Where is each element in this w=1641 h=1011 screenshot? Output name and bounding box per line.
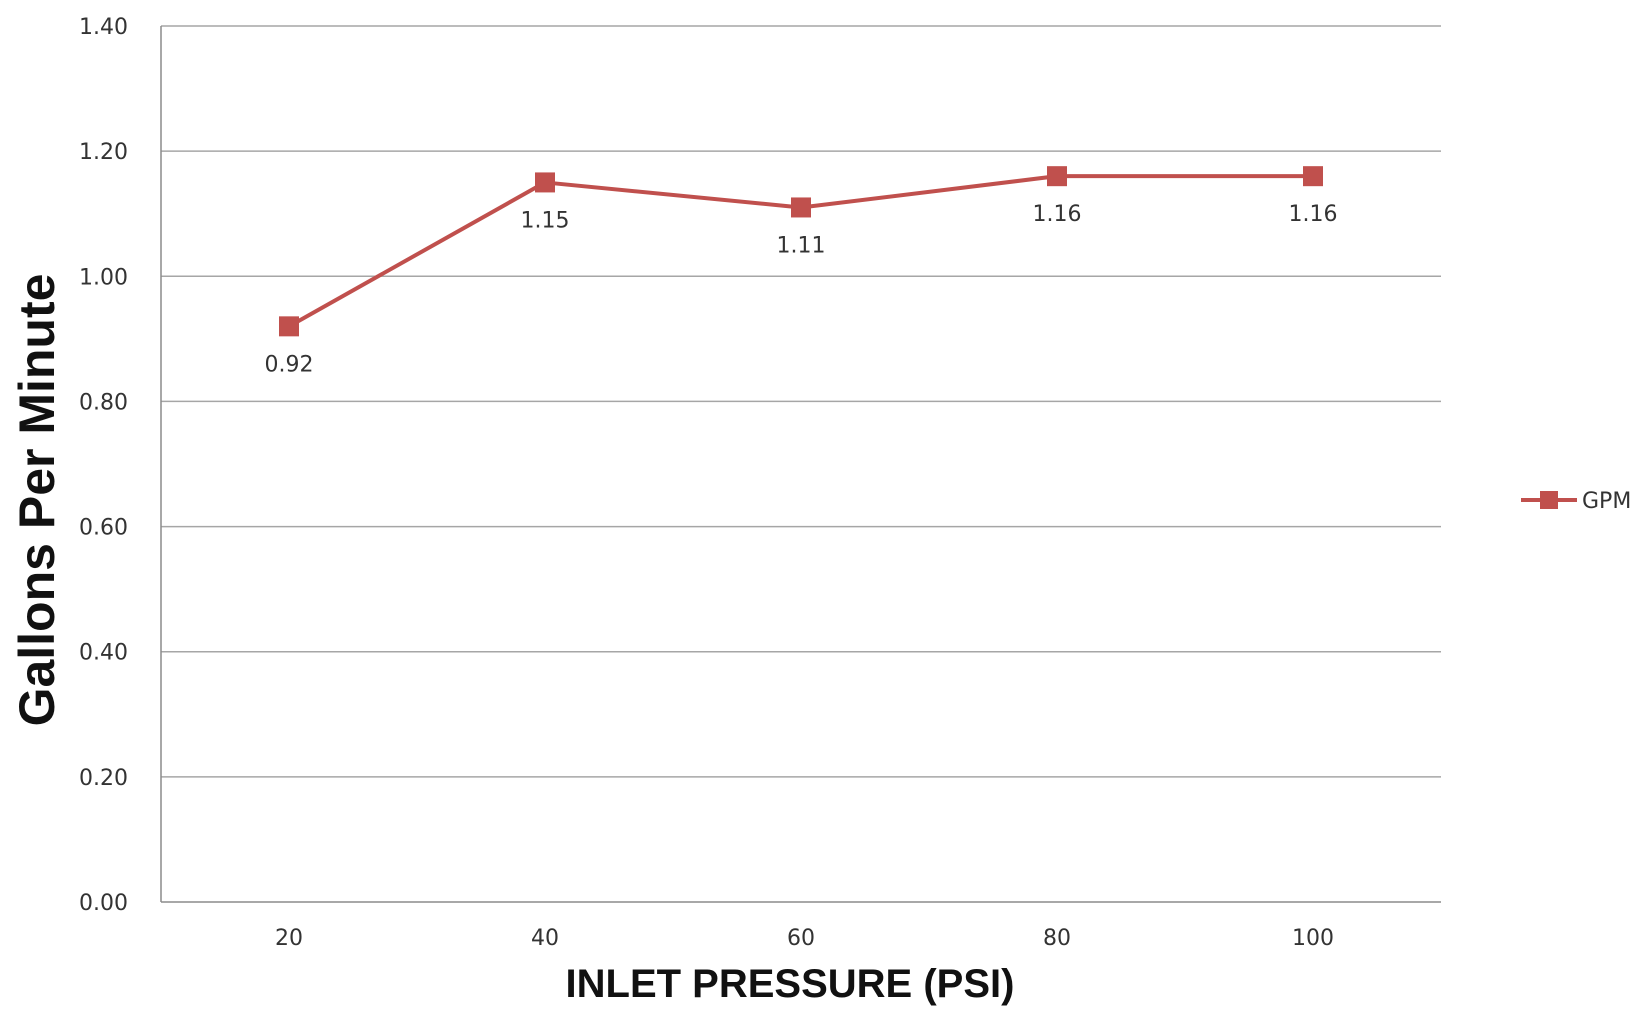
y-tick-label: 0.40: [79, 641, 128, 666]
data-point-marker: [1047, 166, 1067, 187]
axes: [160, 26, 1441, 903]
y-tick-label: 1.00: [79, 265, 128, 290]
legend-marker: [1540, 491, 1558, 509]
y-axis-title: Gallons Per Minute: [9, 274, 65, 727]
legend-label-gpm: GPM: [1582, 489, 1631, 514]
data-point-marker: [1303, 166, 1323, 187]
data-point-marker: [791, 197, 811, 218]
series-markers: [279, 166, 1323, 337]
x-tick-label: 80: [1043, 926, 1071, 951]
y-axis-tick-labels: 0.00 0.20 0.40 0.60 0.80 1.00 1.20 1.40: [79, 15, 128, 916]
x-axis-title: INLET PRESSURE (PSI): [566, 962, 1015, 1006]
y-tick-label: 0.00: [79, 891, 128, 916]
x-tick-label: 100: [1292, 926, 1334, 951]
data-label: 1.15: [521, 208, 570, 233]
data-label: 1.16: [1033, 202, 1082, 227]
data-label: 0.92: [265, 352, 314, 377]
data-label: 1.11: [777, 233, 826, 258]
data-point-marker: [535, 172, 555, 193]
data-labels: 0.92 1.15 1.11 1.16 1.16: [265, 202, 1338, 377]
x-tick-label: 20: [275, 926, 303, 951]
x-tick-label: 60: [787, 926, 815, 951]
y-tick-label: 1.20: [79, 140, 128, 165]
y-tick-label: 0.80: [79, 390, 128, 415]
legend: GPM: [1521, 489, 1631, 514]
data-point-marker: [279, 316, 299, 337]
gridlines: [161, 25, 1441, 778]
y-tick-label: 0.20: [79, 766, 128, 791]
x-axis-tick-labels: 20 40 60 80 100: [275, 926, 1334, 951]
y-tick-label: 1.40: [79, 15, 128, 40]
y-tick-label: 0.60: [79, 516, 128, 541]
data-label: 1.16: [1289, 202, 1338, 227]
x-tick-label: 40: [531, 926, 559, 951]
